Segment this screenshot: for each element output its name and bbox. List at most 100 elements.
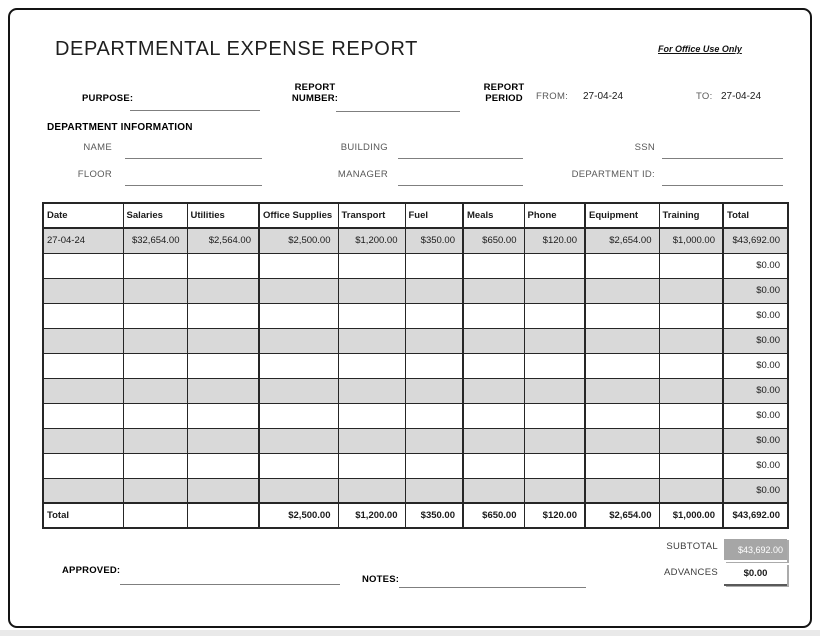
cell-expense-value[interactable] — [462, 427, 525, 454]
cell-expense-value[interactable] — [584, 377, 660, 404]
approved-signature-line[interactable] — [120, 571, 340, 585]
cell-expense-value[interactable] — [337, 477, 406, 504]
cell-expense-value[interactable] — [523, 452, 586, 479]
notes-input-line[interactable] — [399, 574, 586, 588]
cell-expense-value[interactable] — [337, 277, 406, 304]
cell-expense-value[interactable] — [658, 452, 724, 479]
cell-expense-value[interactable] — [523, 352, 586, 379]
cell-date[interactable] — [42, 377, 124, 404]
cell-expense-value[interactable] — [584, 402, 660, 429]
cell-date[interactable] — [42, 452, 124, 479]
cell-expense-value[interactable] — [337, 427, 406, 454]
cell-expense-value[interactable] — [337, 302, 406, 329]
cell-expense-value[interactable] — [658, 477, 724, 504]
cell-expense-value[interactable]: $32,654.00 — [122, 227, 188, 254]
cell-expense-value[interactable] — [258, 402, 339, 429]
cell-expense-value[interactable] — [584, 352, 660, 379]
cell-date[interactable] — [42, 327, 124, 354]
cell-expense-value[interactable] — [584, 477, 660, 504]
cell-expense-value[interactable]: $120.00 — [523, 227, 586, 254]
cell-expense-value[interactable] — [658, 402, 724, 429]
cell-expense-value[interactable] — [523, 377, 586, 404]
cell-expense-value[interactable] — [337, 402, 406, 429]
from-date-value[interactable]: 27-04-24 — [583, 91, 624, 102]
cell-expense-value[interactable] — [258, 277, 339, 304]
floor-input-line[interactable] — [125, 172, 262, 186]
cell-expense-value[interactable] — [462, 402, 525, 429]
cell-expense-value[interactable] — [404, 277, 464, 304]
cell-expense-value[interactable] — [258, 302, 339, 329]
cell-expense-value[interactable] — [122, 377, 188, 404]
cell-date[interactable] — [42, 277, 124, 304]
cell-date[interactable] — [42, 402, 124, 429]
cell-expense-value[interactable] — [658, 277, 724, 304]
cell-expense-value[interactable] — [462, 277, 525, 304]
cell-expense-value[interactable] — [186, 327, 260, 354]
cell-expense-value[interactable] — [258, 377, 339, 404]
to-date-value[interactable]: 27-04-24 — [721, 91, 762, 102]
cell-expense-value[interactable] — [658, 427, 724, 454]
cell-expense-value[interactable] — [404, 427, 464, 454]
cell-expense-value[interactable] — [462, 352, 525, 379]
cell-expense-value[interactable] — [258, 252, 339, 279]
cell-expense-value[interactable] — [584, 452, 660, 479]
cell-expense-value[interactable] — [186, 277, 260, 304]
cell-expense-value[interactable] — [584, 427, 660, 454]
cell-expense-value[interactable] — [122, 402, 188, 429]
cell-expense-value[interactable] — [186, 302, 260, 329]
cell-expense-value[interactable] — [404, 377, 464, 404]
cell-expense-value[interactable] — [337, 377, 406, 404]
cell-expense-value[interactable] — [122, 252, 188, 279]
cell-expense-value[interactable] — [186, 427, 260, 454]
cell-expense-value[interactable]: $1,000.00 — [658, 227, 724, 254]
cell-expense-value[interactable] — [462, 377, 525, 404]
cell-expense-value[interactable]: $350.00 — [404, 227, 464, 254]
cell-expense-value[interactable] — [258, 452, 339, 479]
cell-expense-value[interactable] — [523, 302, 586, 329]
cell-expense-value[interactable] — [523, 277, 586, 304]
cell-expense-value[interactable] — [337, 452, 406, 479]
cell-expense-value[interactable] — [523, 327, 586, 354]
cell-expense-value[interactable] — [122, 477, 188, 504]
cell-expense-value[interactable] — [584, 327, 660, 354]
cell-expense-value[interactable]: $650.00 — [462, 227, 525, 254]
cell-expense-value[interactable] — [658, 352, 724, 379]
cell-expense-value[interactable] — [462, 302, 525, 329]
cell-expense-value[interactable] — [523, 402, 586, 429]
cell-expense-value[interactable] — [462, 252, 525, 279]
cell-expense-value[interactable] — [658, 302, 724, 329]
ssn-input-line[interactable] — [662, 145, 783, 159]
cell-date[interactable] — [42, 352, 124, 379]
cell-expense-value[interactable] — [122, 302, 188, 329]
report-number-input-line[interactable] — [336, 98, 460, 112]
cell-expense-value[interactable] — [404, 452, 464, 479]
manager-input-line[interactable] — [398, 172, 523, 186]
cell-expense-value[interactable] — [658, 327, 724, 354]
cell-expense-value[interactable] — [337, 327, 406, 354]
cell-expense-value[interactable] — [584, 302, 660, 329]
cell-expense-value[interactable] — [122, 277, 188, 304]
cell-date[interactable] — [42, 477, 124, 504]
purpose-input-line[interactable] — [130, 97, 260, 111]
cell-expense-value[interactable] — [658, 377, 724, 404]
cell-expense-value[interactable] — [404, 477, 464, 504]
cell-expense-value[interactable] — [462, 477, 525, 504]
cell-expense-value[interactable] — [404, 402, 464, 429]
building-input-line[interactable] — [398, 145, 523, 159]
cell-expense-value[interactable] — [337, 252, 406, 279]
cell-expense-value[interactable]: $2,564.00 — [186, 227, 260, 254]
cell-expense-value[interactable] — [337, 352, 406, 379]
cell-expense-value[interactable] — [258, 477, 339, 504]
cell-expense-value[interactable] — [523, 427, 586, 454]
cell-date[interactable]: 27-04-24 — [42, 227, 124, 254]
cell-expense-value[interactable] — [462, 452, 525, 479]
cell-expense-value[interactable] — [186, 402, 260, 429]
cell-expense-value[interactable] — [122, 452, 188, 479]
cell-expense-value[interactable] — [186, 377, 260, 404]
cell-expense-value[interactable] — [404, 302, 464, 329]
cell-expense-value[interactable] — [258, 352, 339, 379]
cell-expense-value[interactable] — [404, 252, 464, 279]
cell-expense-value[interactable] — [258, 327, 339, 354]
cell-expense-value[interactable]: $2,500.00 — [258, 227, 339, 254]
name-input-line[interactable] — [125, 145, 262, 159]
